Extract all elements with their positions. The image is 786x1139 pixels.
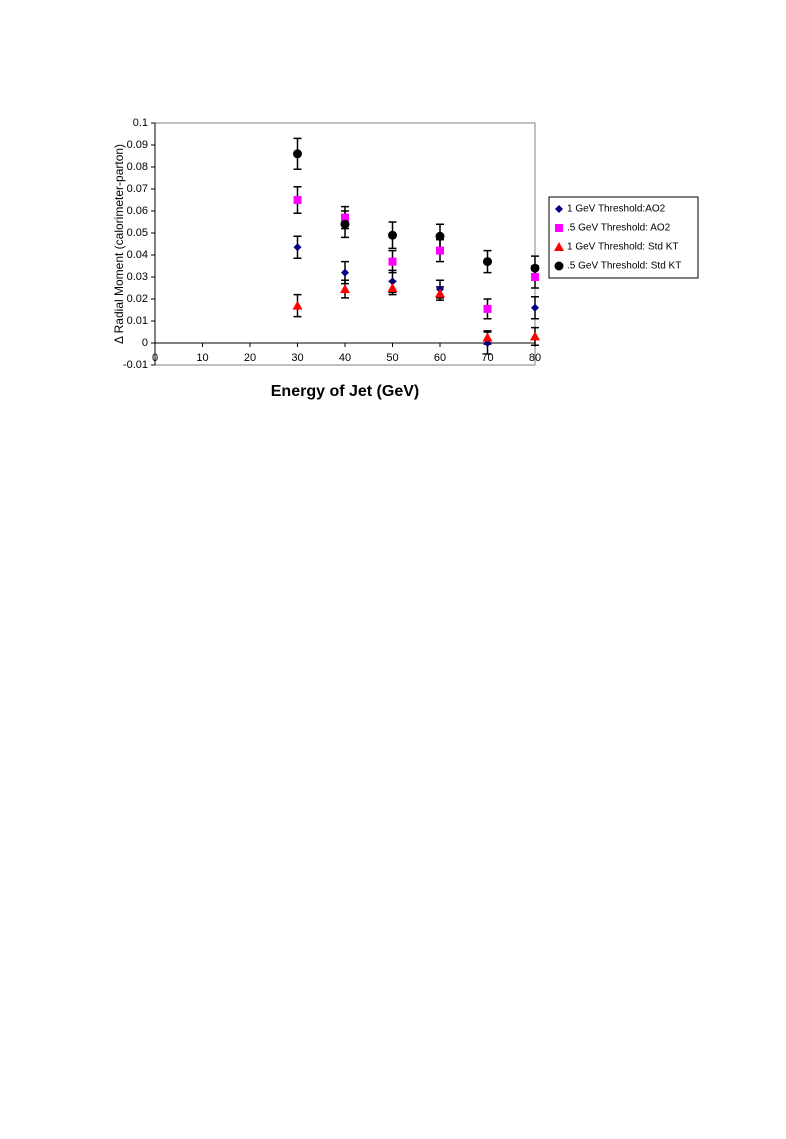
marker <box>531 273 539 281</box>
marker <box>435 288 445 298</box>
legend-box <box>548 196 699 279</box>
marker <box>293 149 302 159</box>
marker <box>531 303 539 312</box>
legend-marker <box>555 224 563 232</box>
marker <box>435 231 445 241</box>
x-axis-title: Energy of Jet (GeV) <box>271 383 419 400</box>
x-tick-label: 10 <box>196 352 208 364</box>
marker <box>483 304 492 313</box>
marker <box>341 268 349 277</box>
marker <box>530 263 540 273</box>
x-tick-label: 50 <box>386 352 398 364</box>
marker <box>388 277 397 286</box>
x-tick-label: 80 <box>529 352 541 364</box>
y-tick-label: 0.07 <box>127 183 148 195</box>
legend-label: 1 GeV Threshold: Std KT <box>567 242 679 253</box>
legend-marker <box>554 242 564 251</box>
marker <box>340 284 350 294</box>
marker <box>388 230 397 240</box>
y-tick-label: 0.09 <box>127 139 148 151</box>
y-tick-label: 0.01 <box>127 315 148 327</box>
marker <box>292 300 303 310</box>
y-tick-label: 0.03 <box>127 271 148 283</box>
marker <box>530 331 540 341</box>
x-tick-label: 40 <box>339 352 351 364</box>
marker <box>293 196 302 204</box>
marker <box>436 246 444 255</box>
x-tick-label: 30 <box>291 352 303 364</box>
y-tick-label: 0.1 <box>133 117 148 129</box>
y-tick-label: 0.05 <box>127 227 148 239</box>
y-axis-title: Δ Radial Moment (calorimeter-parton) <box>112 144 126 344</box>
y-tick-label: 0 <box>142 337 148 349</box>
y-tick-label: -0.01 <box>123 359 148 371</box>
x-tick-label: 20 <box>244 352 256 364</box>
y-tick-label: 0.08 <box>127 161 148 173</box>
legend-marker <box>554 261 564 271</box>
legend-label: .5 GeV Threshold: AO2 <box>567 223 671 234</box>
legend-marker <box>555 205 563 213</box>
y-tick-label: 0.02 <box>127 293 148 305</box>
marker <box>482 332 493 342</box>
legend-label: .5 GeV Threshold: Std KT <box>567 261 681 272</box>
plot-frame <box>154 122 536 366</box>
y-tick-label: 0.04 <box>127 249 148 261</box>
marker <box>387 283 398 292</box>
x-tick-label: 0 <box>152 352 158 364</box>
marker <box>293 243 302 252</box>
x-tick-label: 70 <box>481 352 493 364</box>
marker <box>388 257 397 266</box>
legend-label: 1 GeV Threshold:AO2 <box>567 204 666 215</box>
y-tick-label: 0.06 <box>127 205 148 217</box>
x-tick-label: 60 <box>434 352 446 364</box>
marker <box>483 257 492 267</box>
marker <box>341 213 349 222</box>
marker <box>340 219 350 229</box>
